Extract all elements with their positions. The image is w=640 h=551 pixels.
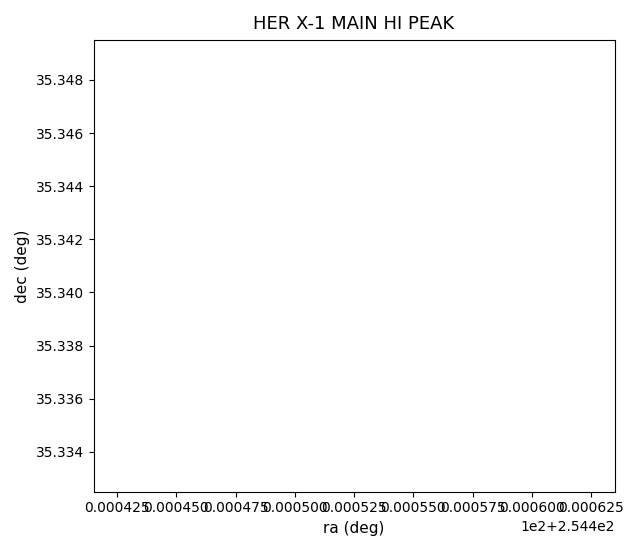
X-axis label: ra (deg): ra (deg)	[323, 521, 385, 536]
Y-axis label: dec (deg): dec (deg)	[15, 229, 30, 302]
Title: HER X-1 MAIN HI PEAK: HER X-1 MAIN HI PEAK	[253, 15, 455, 33]
